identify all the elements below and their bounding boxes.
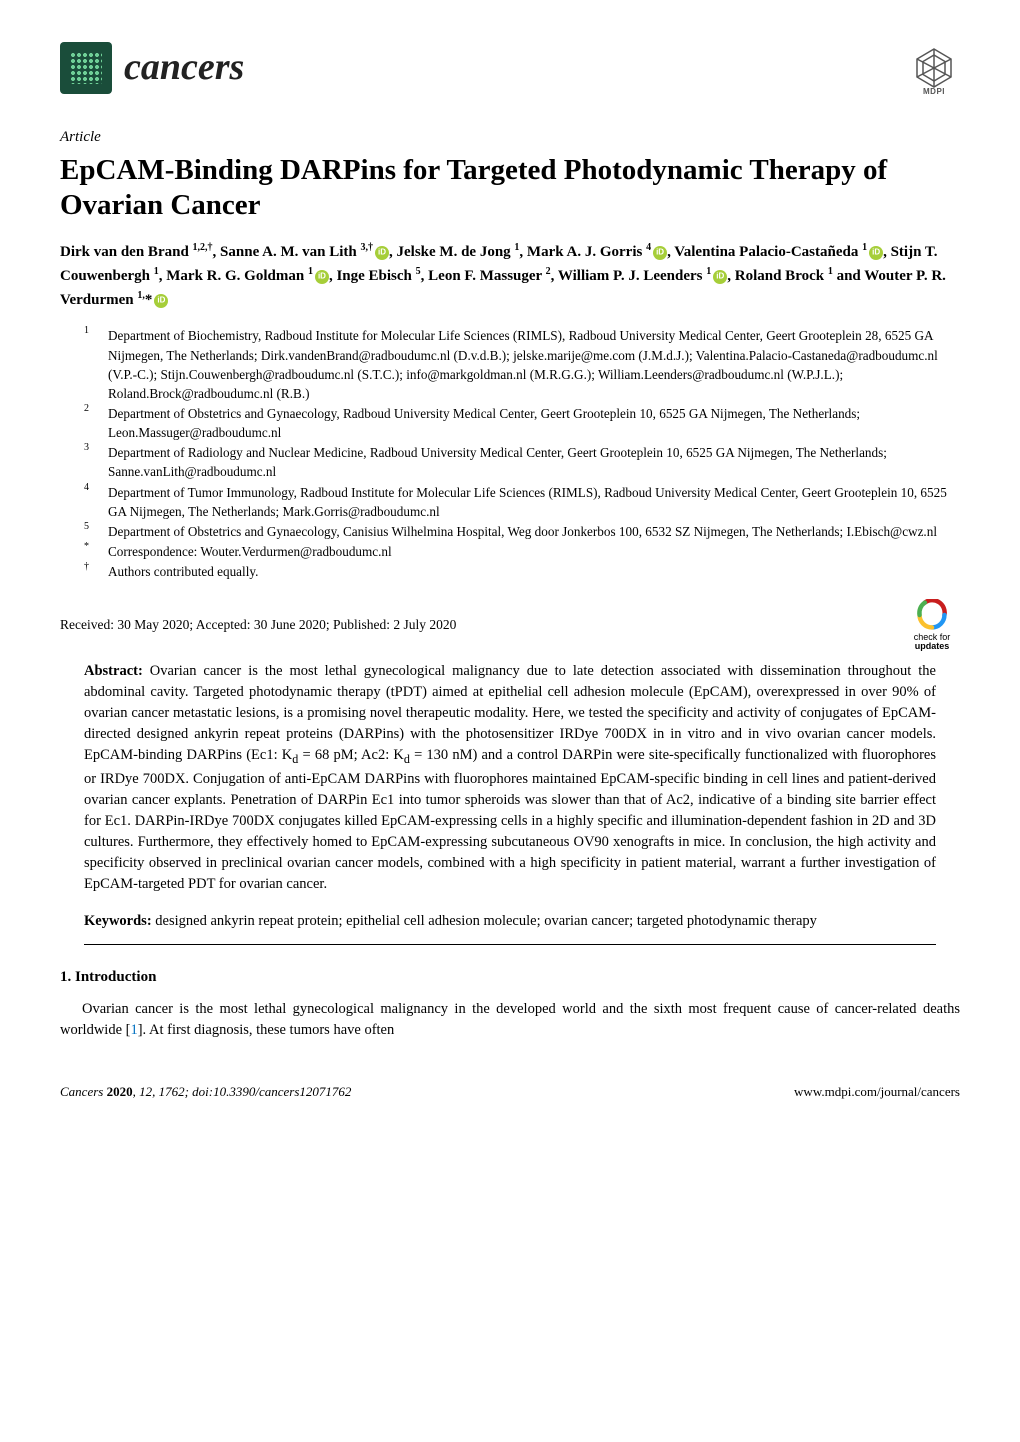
affiliations: 1Department of Biochemistry, Radboud Ins… xyxy=(84,326,960,581)
affil-num: 4 xyxy=(84,481,98,519)
affil-text: Department of Obstetrics and Gynaecology… xyxy=(108,522,960,541)
affil-num: * xyxy=(84,540,98,559)
affiliation-item: * Correspondence: Wouter.Verdurmen@radbou… xyxy=(84,542,960,561)
affil-num: 2 xyxy=(84,402,98,440)
publisher-logo: MDPI xyxy=(908,42,960,94)
journal-name: cancers xyxy=(124,40,244,95)
article-title: EpCAM-Binding DARPins for Targeted Photo… xyxy=(60,153,960,223)
journal-logo-icon xyxy=(60,42,112,94)
keywords: Keywords: designed ankyrin repeat protei… xyxy=(84,911,936,932)
page-footer: Cancers 2020, 12, 1762; doi:10.3390/canc… xyxy=(60,1083,960,1102)
author-list: Dirk van den Brand 1,2,†, Sanne A. M. va… xyxy=(60,240,960,312)
abstract-label: Abstract: xyxy=(84,663,143,679)
updates-icon xyxy=(914,599,950,631)
citation-1[interactable]: 1 xyxy=(130,1022,137,1038)
affiliation-item: 2 Department of Obstetrics and Gynaecolog… xyxy=(84,404,960,442)
keywords-text: designed ankyrin repeat protein; epithel… xyxy=(152,913,817,929)
affil-text: Department of Radiology and Nuclear Medi… xyxy=(108,443,960,481)
affil-text: Correspondence: Wouter.Verdurmen@radboud… xyxy=(108,542,960,561)
affil-text: Department of Obstetrics and Gynaecology… xyxy=(108,404,960,442)
abstract-text-3: = 130 nM) and a control DARPin were site… xyxy=(84,747,936,891)
affil-num: 3 xyxy=(84,441,98,479)
keywords-label: Keywords: xyxy=(84,913,152,929)
affil-num: † xyxy=(84,560,98,579)
check-for-updates-badge[interactable]: check for updates xyxy=(904,599,960,651)
intro-paragraph: Ovarian cancer is the most lethal gyneco… xyxy=(60,999,960,1041)
abstract-text-2: = 68 pM; Ac2: K xyxy=(298,747,404,763)
footer-left: Cancers 2020, 12, 1762; doi:10.3390/canc… xyxy=(60,1083,351,1102)
affil-text: Authors contributed equally. xyxy=(108,562,960,581)
publication-row: Received: 30 May 2020; Accepted: 30 June… xyxy=(60,599,960,651)
abstract: Abstract: Ovarian cancer is the most let… xyxy=(84,661,936,895)
section-heading-1: 1. Introduction xyxy=(60,967,960,989)
affiliation-item: 4 Department of Tumor Immunology, Radboud… xyxy=(84,483,960,521)
affil-num: 5 xyxy=(84,520,98,539)
journal-lockup: cancers xyxy=(60,40,244,95)
publisher-name: MDPI xyxy=(923,86,945,98)
affiliation-item: 5 Department of Obstetrics and Gynaecolog… xyxy=(84,522,960,541)
affil-text: Department of Biochemistry, Radboud Inst… xyxy=(108,326,960,403)
check-updates-label: check for updates xyxy=(914,633,951,651)
header-row: cancers MDPI xyxy=(60,40,960,95)
publication-dates: Received: 30 May 2020; Accepted: 30 June… xyxy=(60,615,456,635)
affiliation-item: 3 Department of Radiology and Nuclear Med… xyxy=(84,443,960,481)
affil-num: 1 xyxy=(84,324,98,401)
affil-text: Department of Tumor Immunology, Radboud … xyxy=(108,483,960,521)
footer-right[interactable]: www.mdpi.com/journal/cancers xyxy=(794,1083,960,1102)
affiliation-item: 1Department of Biochemistry, Radboud Ins… xyxy=(84,326,960,403)
section-divider xyxy=(84,944,936,945)
article-type: Article xyxy=(60,127,960,149)
affiliation-item: † Authors contributed equally. xyxy=(84,562,960,581)
intro-text-2: ]. At first diagnosis, these tumors have… xyxy=(138,1022,395,1038)
